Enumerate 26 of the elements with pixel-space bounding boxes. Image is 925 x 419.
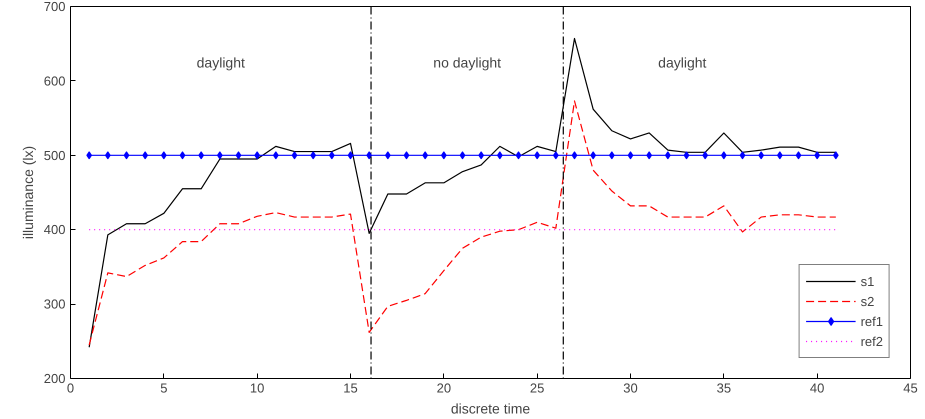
x-tick-label: 25 bbox=[530, 380, 544, 396]
x-axis-title: discrete time bbox=[450, 400, 530, 416]
legend-label: s2 bbox=[860, 294, 876, 308]
x-tick-label: 20 bbox=[436, 380, 452, 396]
y-tick-label: 200 bbox=[44, 371, 66, 386]
x-tick-label: 40 bbox=[810, 380, 824, 396]
legend-label: s1 bbox=[860, 274, 876, 288]
x-tick-label: 5 bbox=[160, 380, 168, 396]
x-tick-label: 35 bbox=[716, 380, 732, 396]
x-tick-label: 0 bbox=[66, 380, 74, 396]
y-tick-label: 600 bbox=[44, 73, 66, 88]
annotation: daylight bbox=[658, 54, 707, 70]
x-tick-label: 30 bbox=[623, 380, 638, 396]
y-tick-label: 500 bbox=[44, 148, 66, 163]
annotation: daylight bbox=[196, 54, 246, 70]
annotation: no daylight bbox=[433, 54, 502, 70]
y-tick-label: 400 bbox=[44, 222, 66, 238]
y-axis-title: illuminance (lx) bbox=[20, 146, 36, 240]
legend-label: ref1 bbox=[860, 314, 883, 328]
legend-label: ref2 bbox=[860, 334, 883, 348]
y-tick-label: 300 bbox=[44, 296, 66, 312]
line-series bbox=[88, 100, 836, 346]
y-tick-label: 700 bbox=[44, 0, 66, 14]
x-tick-label: 10 bbox=[250, 380, 264, 396]
x-tick-label: 15 bbox=[343, 380, 358, 396]
x-tick-label: 45 bbox=[903, 380, 918, 396]
